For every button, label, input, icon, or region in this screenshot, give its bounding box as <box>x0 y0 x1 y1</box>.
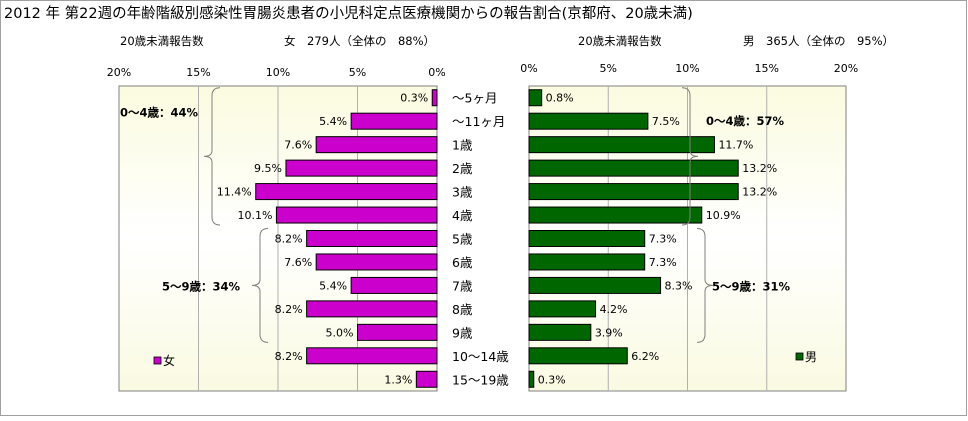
female-bar <box>255 183 438 201</box>
female-data-label: 11.4% <box>217 186 252 199</box>
male-data-label: 0.3% <box>538 373 566 386</box>
female-group-label-0-4: 0～4歳：44% <box>120 106 199 120</box>
male-bar <box>528 230 646 247</box>
category-label: 1歳 <box>452 138 473 153</box>
female-bar <box>275 206 438 224</box>
female-tick-label: 10% <box>266 66 290 79</box>
female-data-label: 5.0% <box>326 326 354 339</box>
female-group-brace-5-9 <box>251 228 269 343</box>
male-bar <box>528 136 715 154</box>
female-bar <box>431 89 438 107</box>
female-tick-label: 5% <box>349 66 366 79</box>
female-data-label: 10.1% <box>237 209 272 222</box>
female-data-label: 5.4% <box>319 115 347 128</box>
female-bar <box>415 370 438 388</box>
female-data-label: 7.6% <box>284 256 312 269</box>
female-bar <box>285 159 438 177</box>
category-label: 9歳 <box>452 325 473 340</box>
male-legend-swatch <box>795 352 804 361</box>
male-data-label: 10.9% <box>706 209 741 222</box>
female-group-brace-0-4 <box>203 87 221 226</box>
female-data-label: 8.2% <box>275 350 303 363</box>
male-data-label: 6.2% <box>631 350 659 363</box>
male-bar <box>528 89 543 107</box>
female-data-label: 8.2% <box>275 303 303 316</box>
female-data-label: 5.4% <box>319 279 347 292</box>
male-bar <box>528 253 646 271</box>
female-data-label: 1.3% <box>384 373 412 386</box>
female-bar <box>357 323 438 341</box>
male-bar <box>528 159 739 177</box>
category-label: 3歳 <box>452 185 473 200</box>
female-tick-label: 15% <box>186 66 210 79</box>
male-bar <box>528 183 739 201</box>
male-data-label: 13.2% <box>742 162 777 175</box>
female-bar <box>306 300 438 318</box>
category-label: 7歳 <box>452 278 473 293</box>
male-tick-label: 0% <box>520 62 537 75</box>
male-tick-label: 15% <box>755 62 779 75</box>
female-bar <box>350 276 438 294</box>
male-group-label-0-4: 0～4歳：57% <box>706 114 785 128</box>
male-bar <box>528 112 649 130</box>
male-bar <box>528 347 628 365</box>
male-header-right: 男 365人（全体の 95%） <box>743 34 894 48</box>
male-data-label: 3.9% <box>595 326 623 339</box>
female-legend-label: 女 <box>163 353 175 368</box>
male-data-label: 7.3% <box>649 256 677 269</box>
male-bar <box>528 300 597 318</box>
male-data-label: 11.7% <box>718 139 753 152</box>
female-legend-swatch <box>153 356 162 365</box>
male-bar <box>528 370 535 388</box>
category-label: 8歳 <box>452 302 473 317</box>
female-tick-label: 0% <box>428 66 445 79</box>
female-bar <box>350 112 438 130</box>
male-bar <box>528 276 662 294</box>
male-chart: 20歳未満報告数 男 365人（全体の 95%） 0% 5% 10% 15% 20% 0.8%… <box>520 34 894 392</box>
male-group-brace-5-9 <box>696 228 714 343</box>
female-data-label: 8.2% <box>275 233 303 246</box>
category-label: 15～19歳 <box>452 372 509 387</box>
category-label: ～11ヶ月 <box>452 114 505 129</box>
male-group-label-5-9: 5～9歳：31% <box>712 279 791 293</box>
male-data-label: 0.8% <box>546 92 574 105</box>
male-data-label: 7.3% <box>649 233 677 246</box>
female-bar <box>306 347 438 365</box>
female-bar <box>315 253 438 271</box>
female-header-right: 女 279人（全体の 88%） <box>284 34 435 48</box>
female-bar <box>306 230 438 247</box>
female-bar <box>315 136 438 154</box>
male-tick-label: 5% <box>600 62 617 75</box>
category-label: 5歳 <box>452 232 473 247</box>
male-data-label: 8.3% <box>665 279 693 292</box>
category-label: 4歳 <box>452 208 473 223</box>
category-label: ～5ヶ月 <box>452 91 497 106</box>
female-group-label-5-9: 5～9歳：34% <box>162 279 241 293</box>
category-label: 10～14歳 <box>452 349 509 364</box>
male-legend-label: 男 <box>805 350 817 364</box>
category-label: 6歳 <box>452 255 473 270</box>
female-header-left: 20歳未満報告数 <box>120 34 204 48</box>
category-label: 2歳 <box>452 161 473 176</box>
female-chart: 20歳未満報告数 女 279人（全体の 88%） 20% 15% 10% 5% 0%0.3%… <box>107 34 509 392</box>
male-header-left: 20歳未満報告数 <box>578 34 662 48</box>
female-data-label: 7.6% <box>284 139 312 152</box>
chart-title: 2012 年 第22週の年齢階級別感染性胃腸炎患者の小児科定点医療機関からの報告… <box>4 4 693 22</box>
female-data-label: 9.5% <box>254 162 282 175</box>
male-bar <box>528 323 592 341</box>
male-bar <box>528 206 703 224</box>
female-data-label: 0.3% <box>400 92 428 105</box>
female-tick-label: 20% <box>107 66 131 79</box>
male-tick-label: 20% <box>834 62 858 75</box>
male-group-brace-0-4 <box>681 87 699 226</box>
male-data-label: 13.2% <box>742 186 777 199</box>
male-tick-label: 10% <box>675 62 699 75</box>
male-data-label: 7.5% <box>652 115 680 128</box>
male-data-label: 4.2% <box>600 303 628 316</box>
